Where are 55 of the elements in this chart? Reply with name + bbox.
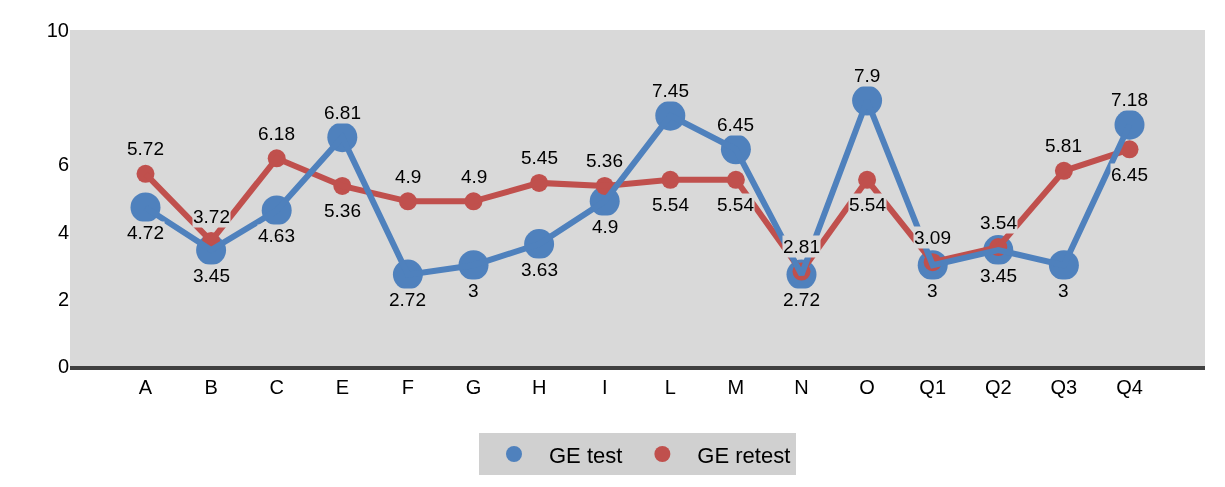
data-label: 5.36 xyxy=(324,200,361,221)
data-label: 5.54 xyxy=(717,194,755,215)
data-label: 3.45 xyxy=(980,265,1017,286)
legend-label: GE test xyxy=(549,442,623,468)
data-label: 5.45 xyxy=(521,147,558,168)
x-tick-label: B xyxy=(204,376,218,398)
x-tick-label: F xyxy=(401,376,415,398)
data-label: 7.9 xyxy=(854,65,881,86)
data-label: 3.45 xyxy=(193,265,230,286)
x-tick-label: E xyxy=(335,376,349,398)
data-label: 5.54 xyxy=(849,194,887,215)
x-tick-label: Q1 xyxy=(919,376,947,398)
data-label: 6.45 xyxy=(717,114,754,135)
data-label: 3.72 xyxy=(193,206,230,227)
data-label: 3.09 xyxy=(914,227,951,248)
data-label: 4.9 xyxy=(461,166,488,187)
data-label: 6.18 xyxy=(258,123,295,144)
y-tick-label: 10 xyxy=(46,19,69,41)
data-label: 2.72 xyxy=(389,289,426,310)
data-label: 5.81 xyxy=(1045,135,1082,156)
x-tick-label: I xyxy=(601,376,608,398)
data-label: 2.81 xyxy=(783,236,820,257)
x-tick-label: A xyxy=(138,376,153,398)
y-tick-label: 0 xyxy=(57,355,69,377)
x-tick-label: H xyxy=(531,376,547,398)
data-label: 5.54 xyxy=(652,194,690,215)
y-tick-label: 2 xyxy=(57,287,69,310)
data-label: 4.63 xyxy=(258,225,295,246)
data-label: 4.9 xyxy=(592,216,619,237)
x-tick-label: M xyxy=(727,376,745,398)
data-label: 4.72 xyxy=(127,222,164,243)
x-tick-label: Q3 xyxy=(1050,376,1078,398)
data-label: 5.72 xyxy=(127,138,164,159)
y-tick-label: 4 xyxy=(57,220,69,243)
y-tick-label: 6 xyxy=(57,153,69,176)
data-label: 3 xyxy=(927,280,938,301)
data-label: 5.36 xyxy=(586,150,623,171)
data-label: 3.63 xyxy=(521,259,558,280)
data-label: 6.45 xyxy=(1111,164,1148,185)
data-label: 2.72 xyxy=(783,289,820,310)
data-label: 3 xyxy=(1058,280,1069,301)
x-tick-label: Q4 xyxy=(1116,376,1143,398)
x-tick-label: O xyxy=(859,376,875,398)
x-tick-label: C xyxy=(269,376,284,398)
data-label: 3 xyxy=(468,280,479,301)
x-tick-label: L xyxy=(664,376,676,398)
data-label: 7.18 xyxy=(1111,89,1148,110)
data-label: 3.54 xyxy=(980,212,1018,233)
data-label: 7.45 xyxy=(652,80,689,101)
x-tick-label: N xyxy=(794,376,809,398)
x-tick-label: Q2 xyxy=(984,376,1012,398)
legend-label: GE retest xyxy=(697,442,791,468)
x-tick-label: G xyxy=(465,376,482,398)
data-label: 4.9 xyxy=(395,166,422,187)
data-label: 6.81 xyxy=(324,102,361,123)
